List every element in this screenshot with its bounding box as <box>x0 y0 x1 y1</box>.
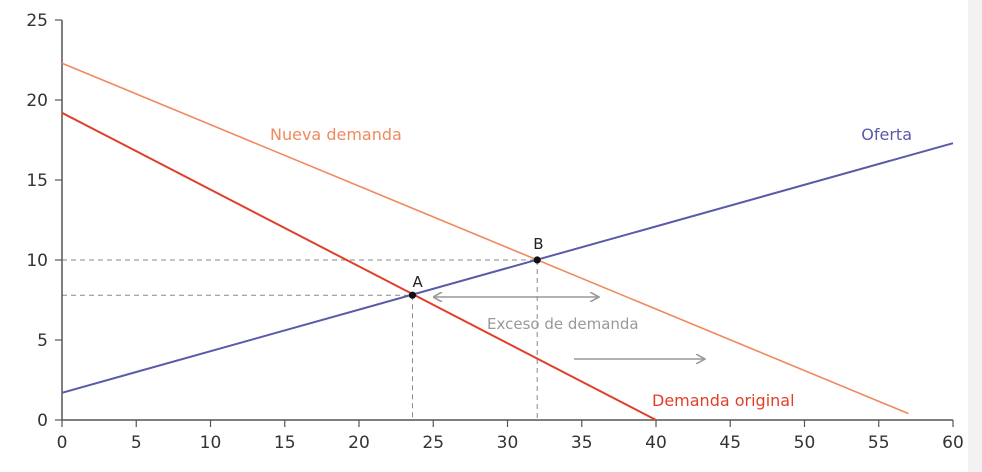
y-tick-label: 10 <box>26 251 48 271</box>
x-tick-label: 60 <box>942 433 964 453</box>
series-line-oferta <box>61 142 954 394</box>
y-tick-label: 25 <box>26 11 48 31</box>
x-tick-label: 55 <box>868 433 890 453</box>
point-label-b: B <box>533 235 543 253</box>
series-line-demanda-original <box>61 111 657 421</box>
guide-lines-group <box>62 259 538 420</box>
x-tick-label: 20 <box>348 433 370 453</box>
x-tick-label: 30 <box>497 433 519 453</box>
x-tick-label: 0 <box>57 433 68 453</box>
series-label-demanda-original: Demanda original <box>652 391 795 410</box>
y-tick-label: 0 <box>37 411 48 431</box>
series-line-nueva-demanda <box>61 62 909 415</box>
y-tick-label: 20 <box>26 91 48 111</box>
series-label-oferta: Oferta <box>861 125 912 144</box>
series-label-nueva-demanda: Nueva demanda <box>270 125 402 144</box>
series-group <box>61 62 954 421</box>
excess-demand-label: Exceso de demanda <box>487 315 639 333</box>
x-tick-label: 50 <box>794 433 816 453</box>
right-edge-strip <box>968 0 982 472</box>
point-marker-a <box>408 291 417 299</box>
y-tick-label: 15 <box>26 171 48 191</box>
x-tick-label: 35 <box>571 433 593 453</box>
axes-group: 0 5 10 15 20 25 30 35 40 45 50 55 60 0 5 10 15 20 25 <box>26 11 963 453</box>
point-marker-b <box>533 256 541 264</box>
x-tick-label: 45 <box>719 433 741 453</box>
x-tick-label: 10 <box>200 433 222 453</box>
x-tick-label: 15 <box>274 433 296 453</box>
labels-group: Oferta Demanda original Nueva demanda A B Exc… <box>270 125 912 410</box>
x-tick-label: 40 <box>645 433 667 453</box>
x-tick-label: 25 <box>422 433 444 453</box>
point-label-a: A <box>412 273 423 291</box>
point-markers-group <box>408 256 541 299</box>
y-tick-label: 5 <box>37 331 48 351</box>
x-tick-label: 5 <box>131 433 142 453</box>
